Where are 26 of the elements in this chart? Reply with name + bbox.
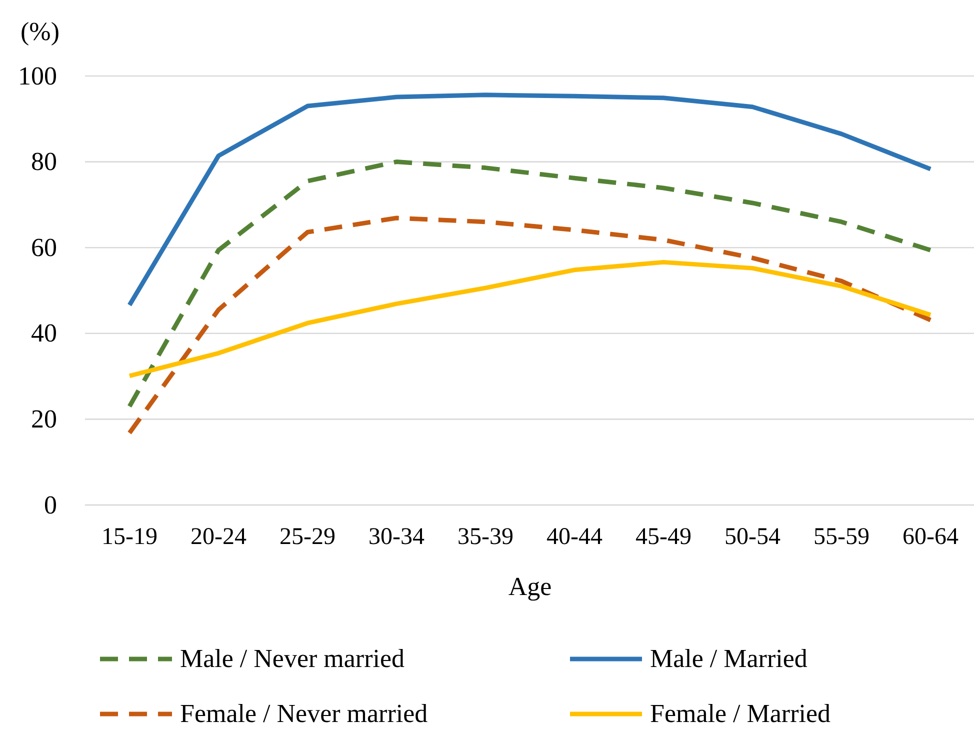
x-tick-label: 40-44 bbox=[546, 524, 602, 550]
y-tick-label: 0 bbox=[44, 490, 57, 520]
x-tick-label: 55-59 bbox=[814, 524, 870, 550]
x-tick-label: 50-54 bbox=[724, 524, 780, 550]
x-tick-label: 45-49 bbox=[636, 524, 692, 550]
line-series bbox=[127, 260, 933, 378]
legend-label: Female / Never married bbox=[180, 699, 428, 728]
line-series bbox=[127, 216, 933, 436]
y-tick-label: 100 bbox=[18, 61, 57, 90]
legend-label: Male / Married bbox=[650, 644, 808, 673]
y-tick-label: 80 bbox=[31, 147, 57, 176]
x-tick-label: 15-19 bbox=[102, 524, 158, 550]
line-series bbox=[127, 160, 933, 409]
y-tick-label: 40 bbox=[31, 318, 57, 348]
x-tick-label: 35-39 bbox=[458, 524, 514, 550]
legend-label: Male / Never married bbox=[180, 644, 405, 673]
x-axis-title: Age bbox=[508, 572, 552, 601]
line-series bbox=[127, 92, 933, 308]
legend-label: Female / Married bbox=[650, 699, 830, 728]
y-tick-label: 20 bbox=[31, 404, 57, 434]
x-tick-label: 25-29 bbox=[280, 524, 336, 550]
y-tick-label: 60 bbox=[31, 232, 57, 262]
x-tick-label: 30-34 bbox=[368, 524, 424, 550]
x-tick-label: 20-24 bbox=[190, 524, 246, 550]
y-axis-title: (%) bbox=[20, 17, 60, 46]
x-tick-label: 60-64 bbox=[902, 524, 958, 550]
